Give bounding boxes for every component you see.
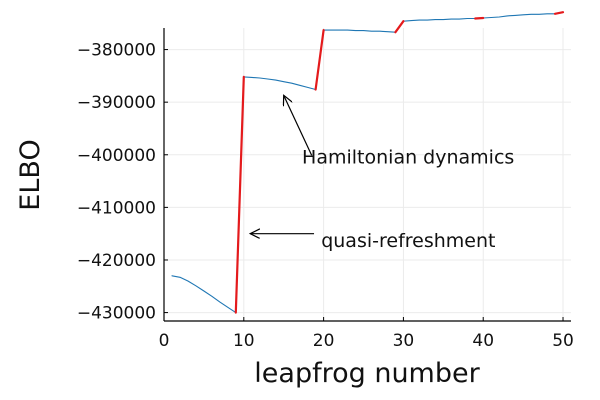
refreshment-segment: [394, 20, 405, 34]
y-tick-label: −390000: [77, 93, 156, 113]
x-tick-label: 30: [393, 331, 415, 351]
refreshment-segment: [314, 29, 325, 91]
grid-lines: [163, 28, 571, 321]
x-tick-label: 40: [472, 331, 494, 351]
annotation-arrow: [284, 95, 313, 156]
tick-marks: [163, 49, 564, 321]
y-tick-label: −380000: [77, 41, 156, 61]
refreshment-segment: [553, 11, 565, 15]
annotations: Hamiltonian dynamics quasi-refreshment: [250, 95, 514, 252]
hamiltonian-segment: [243, 76, 317, 91]
hamiltonian-segment: [402, 17, 476, 22]
hamiltonian-segment: [482, 13, 556, 19]
axes: [163, 28, 571, 322]
x-tick-label: 10: [233, 331, 255, 351]
x-tick-label: 0: [159, 331, 170, 351]
x-tick-label: 20: [313, 331, 335, 351]
x-tick-label: 50: [552, 331, 574, 351]
y-axis-title: ELBO: [15, 139, 46, 210]
y-tick-label: −410000: [77, 198, 156, 218]
hamiltonian-segment: [323, 29, 396, 33]
x-axis-title: leapfrog number: [254, 358, 480, 389]
hamiltonian-segment: [171, 275, 237, 314]
annotation-label: Hamiltonian dynamics: [302, 147, 514, 169]
x-tick-labels: 0 10 20 30 40 50: [159, 331, 574, 351]
y-tick-label: −400000: [77, 146, 156, 166]
refreshment-segment: [474, 16, 485, 20]
y-tick-label: −420000: [77, 251, 156, 271]
series-lines: [171, 11, 565, 314]
annotation-label: quasi-refreshment: [321, 230, 495, 252]
y-tick-label: −430000: [77, 304, 156, 324]
y-tick-labels: −430000 −420000 −410000 −400000 −390000 −3800…: [77, 41, 156, 324]
refreshment-segment: [234, 75, 245, 314]
